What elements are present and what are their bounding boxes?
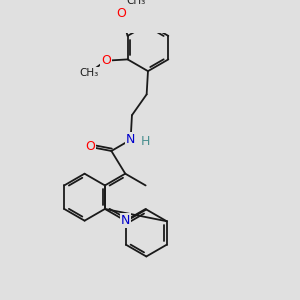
Text: CH₃: CH₃ bbox=[80, 68, 99, 78]
Text: O: O bbox=[85, 140, 95, 154]
Text: N: N bbox=[121, 214, 130, 227]
Text: H: H bbox=[141, 135, 150, 148]
Text: N: N bbox=[126, 133, 135, 146]
Text: O: O bbox=[116, 8, 126, 20]
Text: O: O bbox=[101, 54, 111, 67]
Text: CH₃: CH₃ bbox=[126, 0, 145, 6]
